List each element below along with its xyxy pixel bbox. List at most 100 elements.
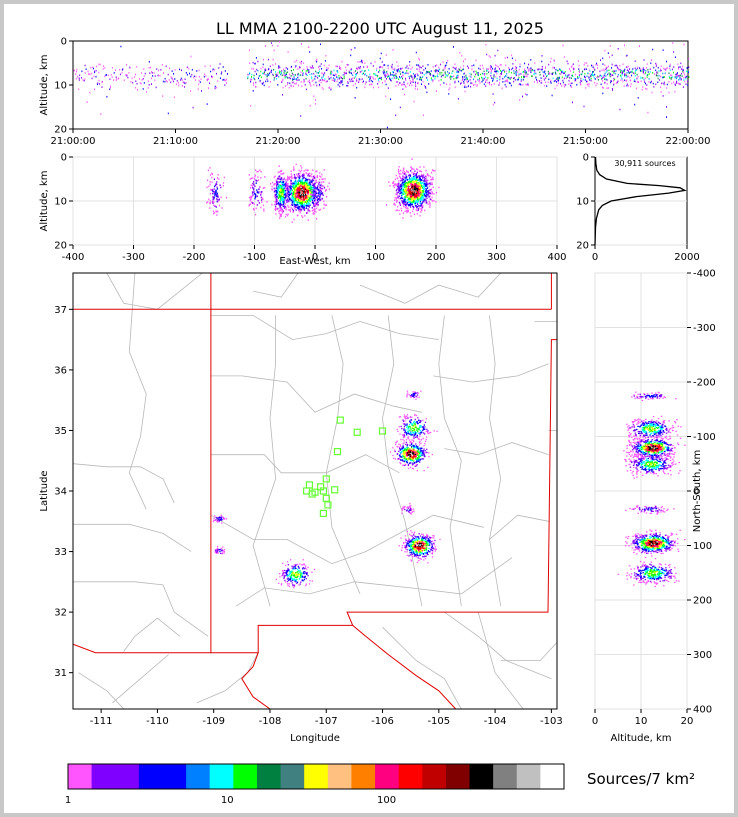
altitude-time-source [295,78,297,80]
county-line [252,315,277,607]
altitude-time-source [396,81,398,83]
east-west-source [412,210,414,213]
altitude-time-source [222,79,224,81]
plan-view-source [401,458,404,460]
altitude-time-source [324,79,326,82]
altitude-time-source [206,103,208,105]
plan-view-source [432,534,434,537]
altitude-time-y-tick-label: 0 [61,37,67,48]
east-west-source [295,196,297,198]
east-west-source [419,192,421,195]
altitude-time-source [525,71,527,74]
altitude-time-source [599,74,601,77]
county-line [438,315,462,607]
altitude-time-source [399,76,400,78]
altitude-time-source [412,80,414,83]
east-west-source [420,211,422,213]
east-west-source [286,201,288,203]
altitude-time-source [586,75,588,77]
altitude-time-source [643,59,645,61]
altitude-time-source [570,77,572,79]
altitude-time-source [248,49,250,52]
east-west-source [298,179,300,181]
altitude-time-source [491,77,493,79]
east-west-source [323,186,326,189]
altitude-time-source [324,78,326,80]
altitude-time-source [382,82,384,84]
altitude-time-source [313,83,315,86]
plan-view-source [414,544,416,546]
altitude-time-source [604,72,606,75]
altitude-time-source [459,52,461,54]
east-west-source [218,204,220,207]
altitude-time-source [674,56,676,58]
plan-view-source [419,557,421,560]
altitude-time-source [316,60,318,63]
county-line [112,654,169,704]
altitude-time-source [530,67,532,69]
plan-view-source [415,450,417,452]
altitude-time-source [671,74,673,77]
plan-view-source [423,455,426,458]
east-west-source [300,188,302,191]
altitude-time-source [128,72,130,74]
east-west-source [251,201,253,203]
altitude-time-source [387,75,389,77]
altitude-time-source [402,74,404,77]
altitude-time-source [583,64,585,66]
east-west-source [427,183,429,186]
east-west-source [249,203,251,205]
east-west-source [429,192,432,195]
east-west-source [256,170,258,173]
east-west-source [312,194,314,196]
east-west-source [320,199,322,201]
altitude-time-source [405,77,406,80]
altitude-time-source [604,64,606,66]
altitude-time-source [522,71,524,74]
altitude-time-source [283,75,285,77]
altitude-time-source [306,74,308,77]
altitude-time-source [596,62,598,65]
east-west-source [418,183,420,186]
east-west-source [416,176,418,179]
east-west-source [311,193,313,196]
plan-view-source [424,549,426,551]
altitude-time-source [678,68,679,70]
altitude-time-source [661,76,663,79]
altitude-time-source [461,54,463,57]
altitude-time-source [501,87,503,90]
altitude-time-source [260,76,262,79]
east-west-source [411,202,413,204]
plan-view-source [413,555,416,557]
altitude-time-source [533,73,535,75]
altitude-time-source [634,103,636,106]
plan-view-source [424,552,426,554]
east-west-source [312,201,314,203]
east-west-source [414,202,417,205]
plan-view-source [400,450,403,453]
altitude-time-source [602,63,604,65]
east-west-source [399,185,401,188]
altitude-time-source [657,71,659,74]
east-west-source [319,186,321,189]
altitude-time-source [262,63,264,66]
altitude-time-source [442,74,444,77]
altitude-time-source [265,74,267,76]
east-west-source [285,196,287,199]
east-west-source [298,201,300,204]
altitude-time-source [454,67,456,70]
plan-view-source [412,449,415,451]
east-west-source [298,180,300,183]
east-west-source [214,212,216,214]
altitude-time-source [294,82,296,85]
altitude-time-source [348,70,350,72]
east-west-source [287,204,289,207]
east-west-source [215,193,218,196]
east-west-source [419,166,421,168]
altitude-time-source [496,80,498,82]
altitude-time-source [325,54,327,57]
east-west-source [417,181,419,184]
altitude-time-source [349,80,351,83]
altitude-time-source [457,76,459,78]
east-west-source [304,179,306,182]
